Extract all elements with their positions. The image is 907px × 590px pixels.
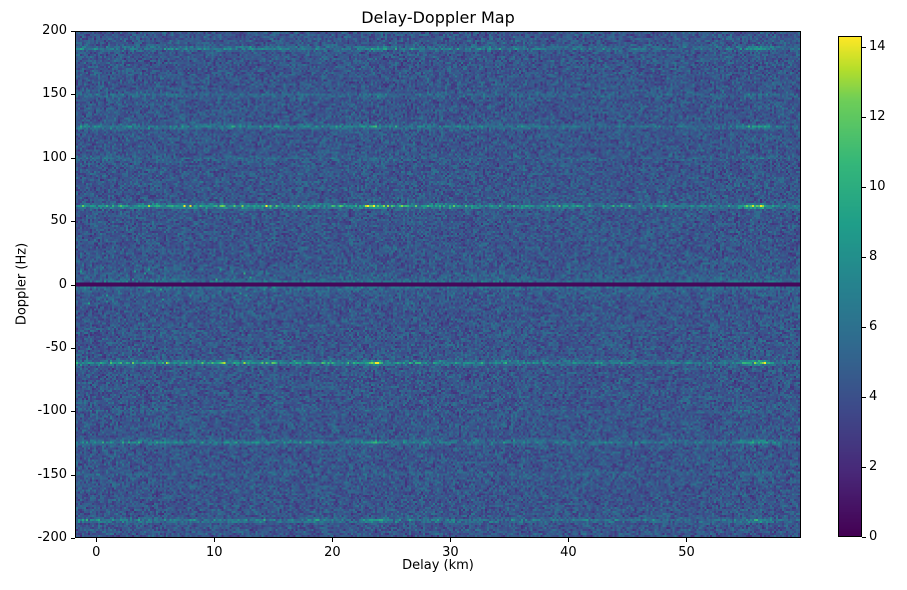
x-tick-mark — [568, 538, 570, 542]
y-tick-label: 150 — [42, 86, 67, 102]
colorbar-canvas — [839, 37, 861, 536]
y-tick-mark — [71, 31, 75, 32]
y-tick-label: 200 — [42, 23, 67, 38]
colorbar-tick-label: 0 — [869, 529, 878, 544]
colorbar-tick-mark — [862, 537, 866, 538]
y-tick-label: 50 — [50, 213, 67, 229]
x-tick-label: 0 — [92, 545, 101, 560]
chart-title: Delay-Doppler Map — [361, 8, 515, 27]
y-tick-mark — [71, 474, 75, 476]
y-tick-mark — [71, 347, 75, 349]
x-tick-label: 50 — [678, 545, 695, 560]
x-tick-mark — [332, 538, 334, 542]
plot-area — [75, 31, 801, 538]
colorbar-tick-mark — [862, 116, 866, 118]
colorbar-tick-mark — [862, 326, 866, 328]
y-tick-mark — [71, 221, 75, 223]
colorbar-tick-label: 4 — [869, 388, 878, 404]
y-tick-mark — [71, 284, 75, 286]
colorbar-tick-mark — [862, 256, 866, 258]
colorbar-tick-label: 14 — [869, 38, 886, 54]
heatmap-canvas — [76, 32, 800, 537]
x-tick-label: 30 — [442, 545, 459, 560]
colorbar-tick-label: 8 — [869, 248, 878, 264]
colorbar-tick-label: 6 — [869, 318, 878, 334]
x-tick-label: 40 — [560, 545, 577, 560]
x-tick-mark — [214, 538, 216, 542]
y-tick-mark — [71, 157, 75, 159]
colorbar-tick-label: 2 — [869, 458, 878, 474]
colorbar-tick-mark — [862, 186, 866, 188]
y-tick-mark — [71, 411, 75, 413]
colorbar-tick-mark — [862, 466, 866, 468]
y-tick-mark — [71, 538, 75, 539]
y-tick-label: -200 — [37, 530, 67, 545]
colorbar-tick-label: 10 — [869, 178, 886, 194]
x-tick-label: 10 — [206, 545, 223, 560]
colorbar-tick-mark — [862, 396, 866, 398]
colorbar-tick-mark — [862, 46, 866, 48]
x-tick-mark — [450, 538, 452, 542]
x-tick-mark — [686, 538, 688, 542]
y-tick-label: -100 — [37, 403, 67, 419]
y-tick-label: -150 — [37, 466, 67, 482]
colorbar-tick-label: 12 — [869, 108, 886, 124]
x-tick-label: 20 — [324, 545, 341, 560]
x-axis-label: Delay (km) — [402, 558, 474, 573]
y-tick-label: 100 — [42, 149, 67, 165]
colorbar — [838, 36, 862, 537]
y-tick-label: 0 — [58, 276, 67, 292]
y-tick-label: -50 — [45, 339, 67, 355]
y-tick-mark — [71, 94, 75, 96]
x-tick-mark — [96, 538, 98, 542]
